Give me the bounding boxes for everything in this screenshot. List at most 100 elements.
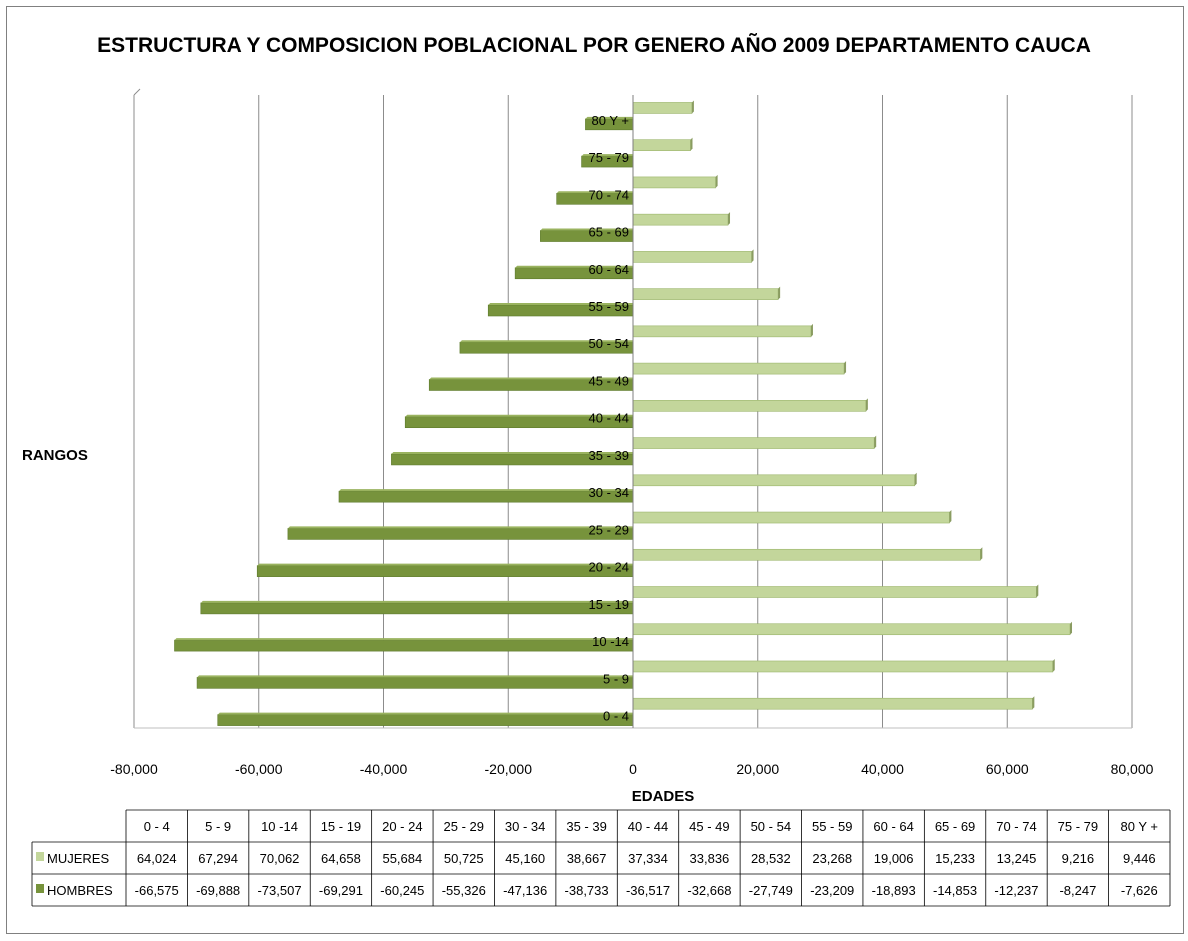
hombres-value-cell: -60,245 bbox=[380, 883, 424, 898]
category-label: 80 Y + bbox=[592, 113, 629, 128]
hombres-value-cell: -69,888 bbox=[196, 883, 240, 898]
category-label: 5 - 9 bbox=[603, 671, 629, 686]
mujeres-bar bbox=[632, 102, 693, 114]
mujeres-bar-side bbox=[1032, 696, 1035, 710]
table-header-cell: 55 - 59 bbox=[812, 819, 852, 834]
category-label: 35 - 39 bbox=[589, 448, 629, 463]
category-label: 70 - 74 bbox=[589, 187, 629, 202]
mujeres-bar bbox=[632, 251, 752, 263]
mujeres-value-cell: 9,216 bbox=[1062, 851, 1095, 866]
mujeres-bar-side bbox=[728, 212, 731, 226]
hombres-value-cell: -18,893 bbox=[872, 883, 916, 898]
table-header-cell: 45 - 49 bbox=[689, 819, 729, 834]
mujeres-bar bbox=[632, 697, 1033, 710]
mujeres-bar-side bbox=[715, 174, 718, 188]
hombres-value-cell: -23,209 bbox=[810, 883, 854, 898]
x-tick-label: -80,000 bbox=[110, 761, 158, 777]
mujeres-value-cell: 9,446 bbox=[1123, 851, 1156, 866]
category-label: 65 - 69 bbox=[589, 225, 629, 240]
mujeres-bar bbox=[632, 139, 691, 151]
x-tick-label: -40,000 bbox=[360, 761, 408, 777]
category-label: 15 - 19 bbox=[589, 597, 629, 612]
mujeres-bar-side bbox=[690, 137, 693, 151]
hombres-bar-top bbox=[217, 712, 633, 715]
mujeres-value-cell: 64,658 bbox=[321, 851, 361, 866]
table-header-cell: 10 -14 bbox=[261, 819, 298, 834]
hombres-value-cell: -73,507 bbox=[257, 883, 301, 898]
category-label: 30 - 34 bbox=[589, 485, 629, 500]
hombres-value-cell: -8,247 bbox=[1059, 883, 1096, 898]
hombres-value-cell: -38,733 bbox=[565, 883, 609, 898]
x-tick-label: 60,000 bbox=[986, 761, 1029, 777]
mujeres-bar bbox=[632, 511, 950, 524]
mujeres-bar-side bbox=[1070, 621, 1073, 635]
mujeres-value-cell: 38,667 bbox=[567, 851, 607, 866]
mujeres-value-cell: 55,684 bbox=[382, 851, 422, 866]
table-header-cell: 65 - 69 bbox=[935, 819, 975, 834]
mujeres-value-cell: 67,294 bbox=[198, 851, 238, 866]
hombres-bar bbox=[200, 602, 634, 615]
hombres-bar bbox=[217, 714, 634, 726]
category-label: 55 - 59 bbox=[589, 299, 629, 314]
mujeres-bar bbox=[632, 660, 1054, 673]
x-tick-label: 80,000 bbox=[1111, 761, 1154, 777]
x-tick-label: 20,000 bbox=[736, 761, 779, 777]
mujeres-bar bbox=[632, 176, 716, 189]
mujeres-bar-side bbox=[874, 435, 877, 449]
hombres-bar-top bbox=[200, 600, 633, 603]
hombres-bar-top bbox=[488, 303, 633, 306]
mujeres-bar bbox=[632, 362, 845, 375]
mujeres-legend-key bbox=[36, 852, 44, 861]
category-label: 50 - 54 bbox=[589, 336, 629, 351]
mujeres-value-cell: 33,836 bbox=[690, 851, 730, 866]
table-header-cell: 0 - 4 bbox=[144, 819, 170, 834]
x-tick-label: 0 bbox=[629, 761, 637, 777]
table-header-cell: 20 - 24 bbox=[382, 819, 422, 834]
hombres-bar-top bbox=[174, 638, 633, 641]
hombres-value-cell: -36,517 bbox=[626, 883, 670, 898]
hombres-value-cell: -14,853 bbox=[933, 883, 977, 898]
hombres-bar bbox=[287, 528, 634, 540]
hombres-value-cell: -66,575 bbox=[135, 883, 179, 898]
mujeres-bar bbox=[632, 586, 1037, 598]
mujeres-value-cell: 64,024 bbox=[137, 851, 177, 866]
category-label: 60 - 64 bbox=[589, 262, 629, 277]
chart-title: ESTRUCTURA Y COMPOSICION POBLACIONAL POR… bbox=[97, 34, 1091, 57]
hombres-bar-top bbox=[556, 191, 633, 194]
hombres-legend-key bbox=[36, 884, 44, 893]
table-header-cell: 70 - 74 bbox=[996, 819, 1036, 834]
mujeres-value-cell: 50,725 bbox=[444, 851, 484, 866]
hombres-bar-top bbox=[391, 451, 633, 454]
table-header-cell: 5 - 9 bbox=[205, 819, 231, 834]
table-header-cell: 30 - 34 bbox=[505, 819, 545, 834]
mujeres-bar-side bbox=[980, 547, 983, 561]
hombres-bar bbox=[256, 565, 634, 577]
mujeres-bar bbox=[632, 437, 875, 449]
mujeres-bar bbox=[632, 325, 812, 338]
table-header-cell: 35 - 39 bbox=[566, 819, 606, 834]
category-label: 45 - 49 bbox=[589, 373, 629, 388]
mujeres-value-cell: 45,160 bbox=[505, 851, 545, 866]
bars bbox=[174, 95, 1073, 728]
hombres-bar bbox=[174, 639, 634, 652]
hombres-bar-top bbox=[459, 340, 633, 343]
mujeres-bar bbox=[632, 474, 915, 487]
y-axis-title: RANGOS bbox=[22, 447, 88, 464]
mujeres-value-cell: 13,245 bbox=[997, 851, 1037, 866]
mujeres-value-cell: 23,268 bbox=[812, 851, 852, 866]
hombres-bar-top bbox=[581, 154, 633, 157]
x-tick-label: -60,000 bbox=[235, 761, 283, 777]
hombres-bar-top bbox=[585, 116, 633, 119]
mujeres-value-cell: 37,334 bbox=[628, 851, 668, 866]
x-tick-label: -20,000 bbox=[485, 761, 533, 777]
table-header-cell: 75 - 79 bbox=[1058, 819, 1098, 834]
hombres-bar-top bbox=[540, 228, 633, 231]
mujeres-bar bbox=[632, 400, 867, 412]
hombres-bar-top bbox=[515, 265, 633, 268]
category-label: 25 - 29 bbox=[589, 522, 629, 537]
category-label: 0 - 4 bbox=[603, 709, 629, 724]
table-header-cell: 80 Y + bbox=[1121, 819, 1158, 834]
hombres-value-cell: -12,237 bbox=[994, 883, 1038, 898]
mujeres-bar-side bbox=[914, 472, 917, 486]
